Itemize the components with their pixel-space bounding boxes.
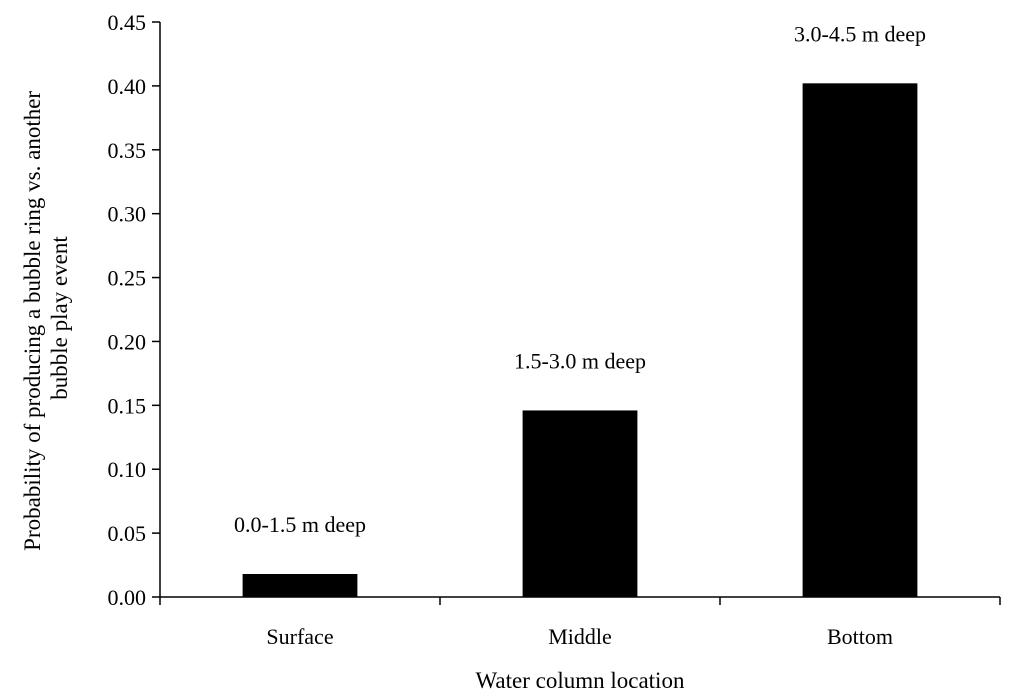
x-axis-title: Water column location bbox=[476, 668, 685, 693]
y-axis: 0.00 0.05 0.10 0.15 0.20 0.25 0.30 0.35 0.40 0.45 bbox=[108, 10, 161, 610]
data-label: 0.0-1.5 m deep bbox=[234, 512, 366, 537]
y-axis-title-line-1: Probability of producing a bubble ring v… bbox=[20, 91, 45, 551]
y-tick-label: 0.30 bbox=[108, 202, 147, 227]
y-tick-label: 0.00 bbox=[108, 585, 147, 610]
y-tick-label: 0.05 bbox=[108, 521, 147, 546]
data-label: 3.0-4.5 m deep bbox=[794, 21, 926, 46]
x-tick-label: Bottom bbox=[827, 624, 893, 649]
x-tick-label: Middle bbox=[548, 624, 612, 649]
bar-bottom bbox=[802, 83, 918, 598]
bar-surface bbox=[242, 574, 358, 597]
x-axis: Surface Middle Bottom bbox=[159, 596, 1001, 649]
y-axis-title: Probability of producing a bubble ring v… bbox=[20, 85, 72, 551]
y-tick-label: 0.35 bbox=[108, 138, 147, 163]
data-label: 1.5-3.0 m deep bbox=[514, 348, 646, 373]
y-tick-label: 0.20 bbox=[108, 329, 147, 354]
bar-middle bbox=[522, 410, 638, 597]
data-labels: 0.0-1.5 m deep 1.5-3.0 m deep 3.0-4.5 m de… bbox=[234, 21, 926, 537]
bars bbox=[242, 83, 918, 598]
y-tick-label: 0.45 bbox=[108, 10, 147, 35]
y-tick-label: 0.25 bbox=[108, 266, 147, 291]
y-tick-label: 0.15 bbox=[108, 393, 147, 418]
y-tick-label: 0.10 bbox=[108, 457, 147, 482]
y-tick-label: 0.40 bbox=[108, 74, 147, 99]
y-axis-title-line-2: bubble play event bbox=[47, 236, 72, 400]
x-tick-label: Surface bbox=[266, 624, 333, 649]
